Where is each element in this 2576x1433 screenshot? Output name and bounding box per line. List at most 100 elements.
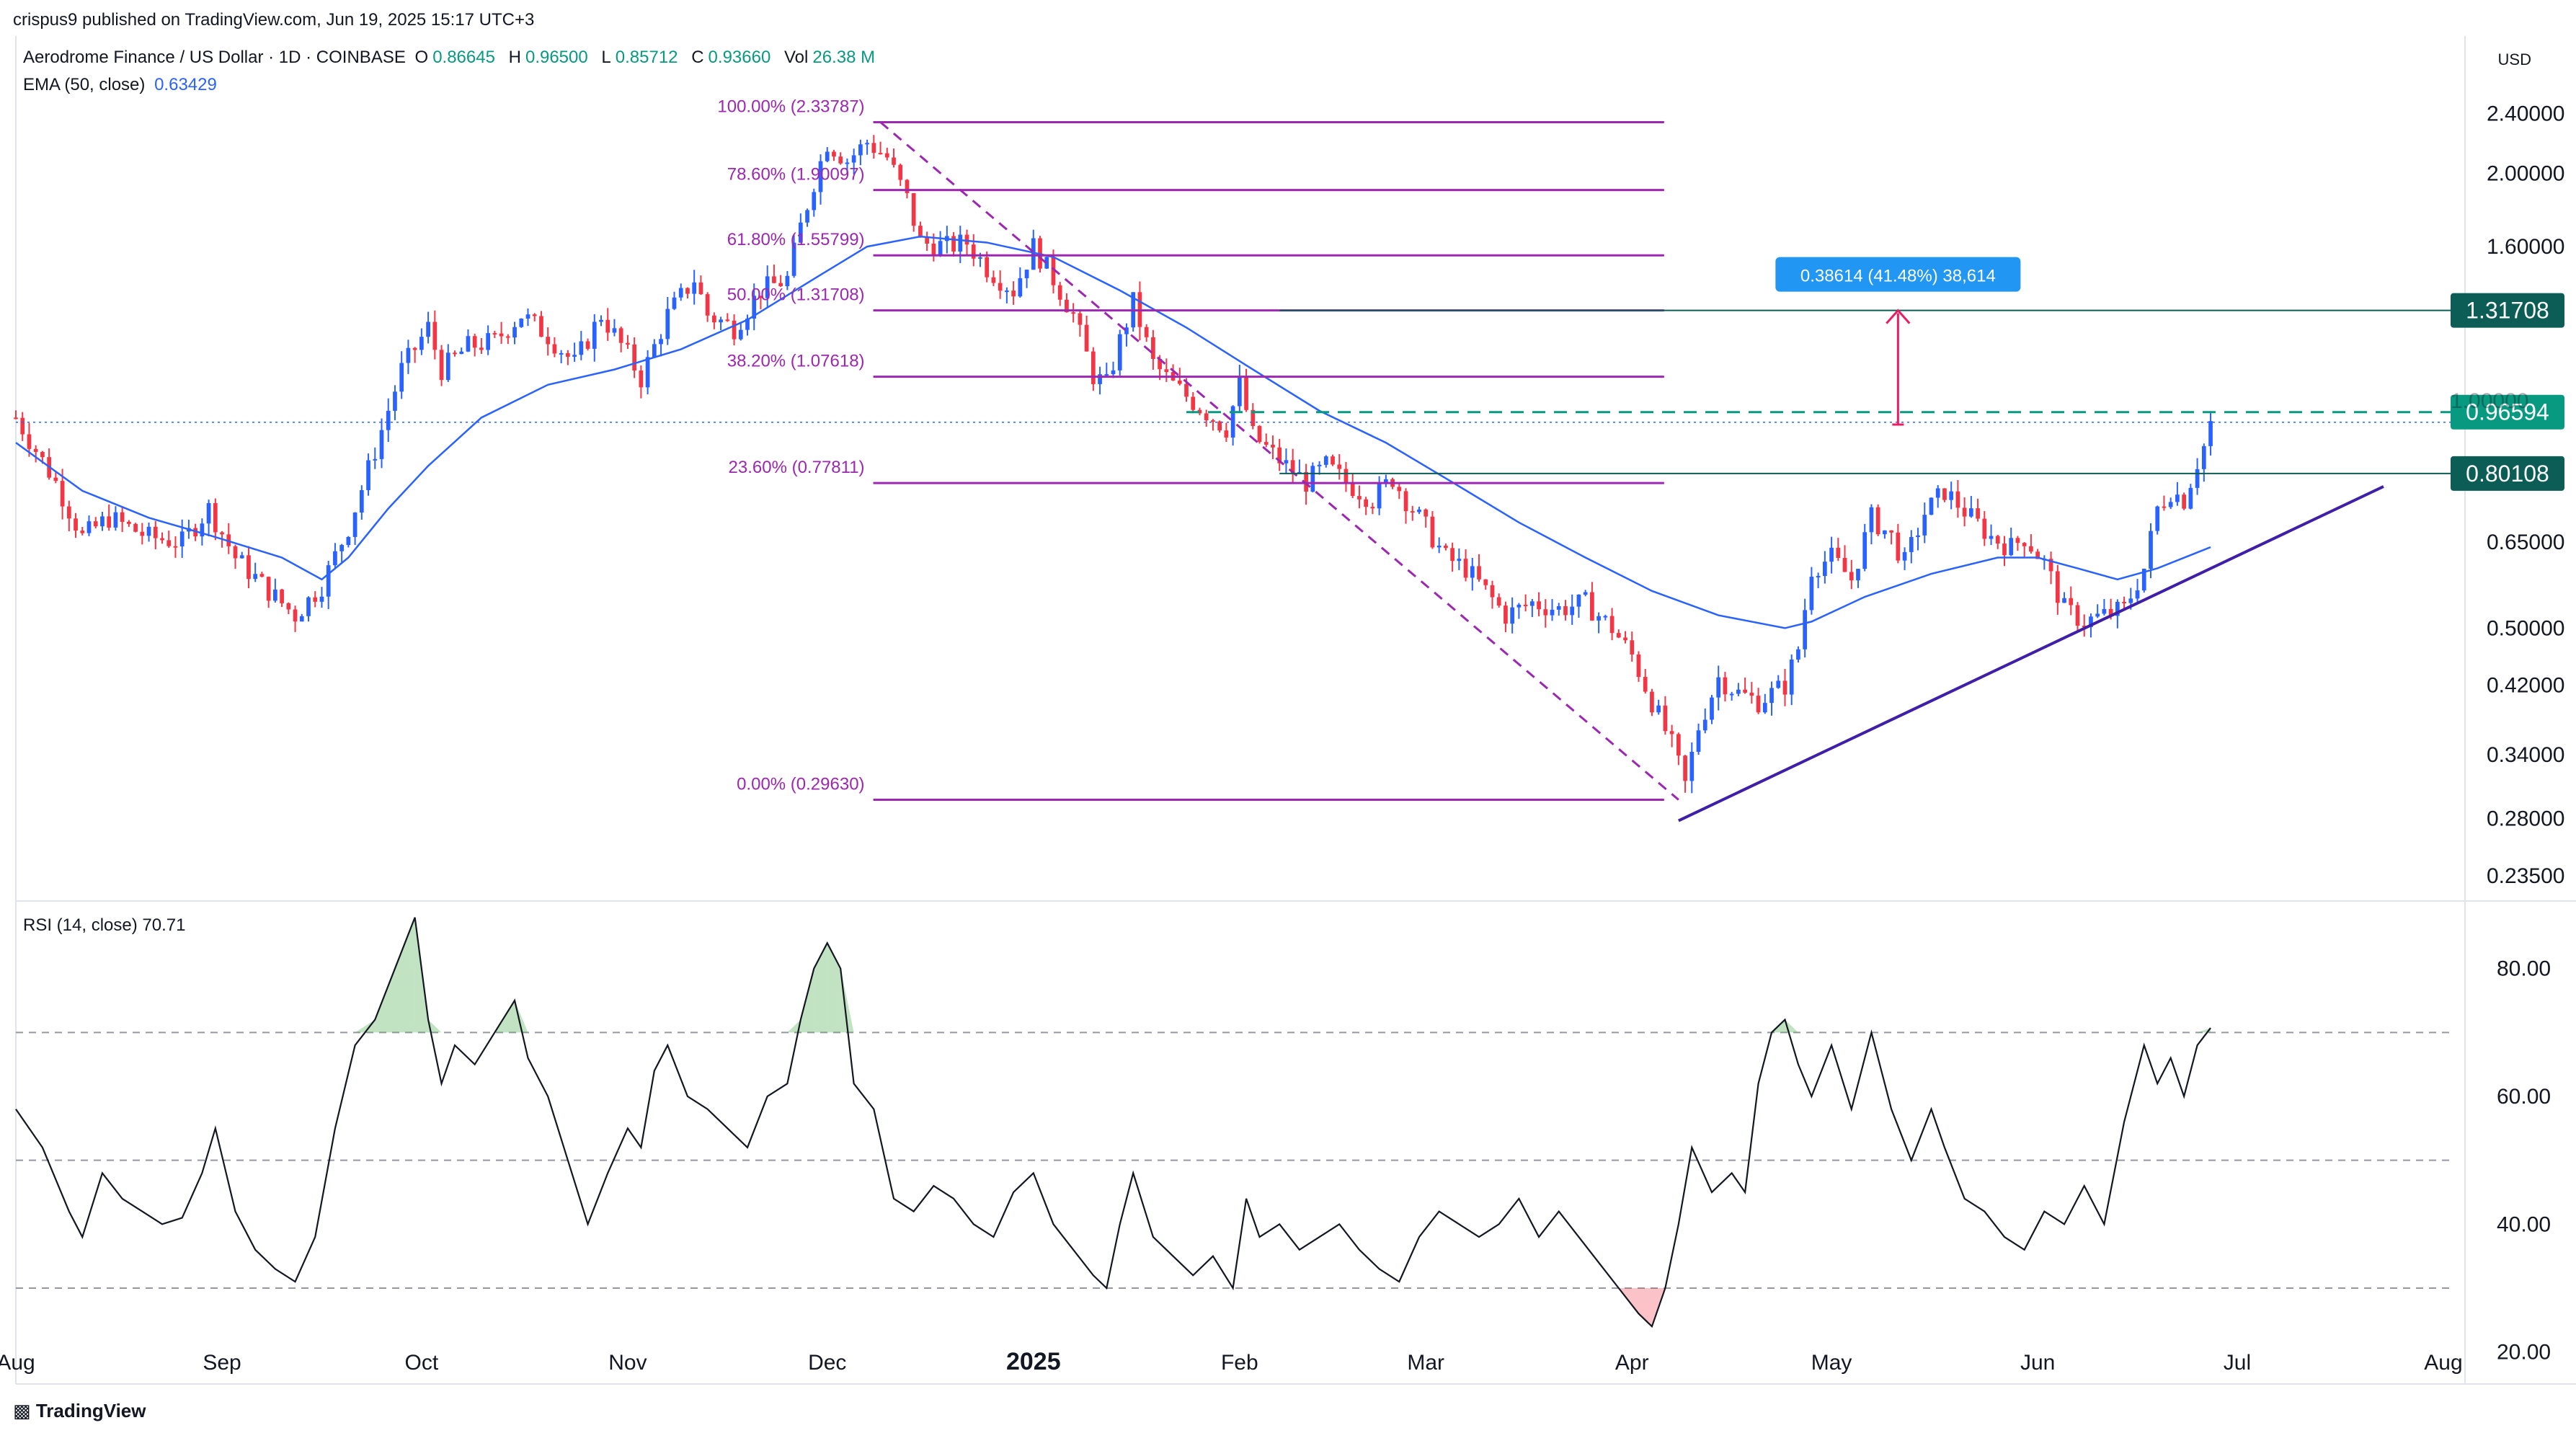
candle-body	[1470, 566, 1475, 578]
candle-body	[585, 341, 590, 349]
candle-body	[1217, 421, 1222, 431]
candle-body	[2141, 569, 2146, 591]
rsi-axis-tick: 60.00	[2497, 1085, 2551, 1109]
candle-body	[1995, 536, 2000, 544]
candle-body	[1257, 426, 1262, 443]
candle-body	[1789, 659, 1794, 695]
rsi-overbought-fill	[800, 968, 814, 1033]
candle-body	[1343, 469, 1349, 483]
candle-body	[725, 319, 730, 321]
rsi-overbought-fill	[827, 943, 841, 1033]
candle-body	[572, 355, 577, 357]
candle-body	[2089, 616, 2093, 628]
candle-body	[2168, 502, 2173, 507]
time-axis-tick: May	[1811, 1351, 1852, 1375]
tradingview-logo-text: TradingView	[35, 1400, 146, 1421]
candle-body	[712, 315, 716, 323]
candle-body	[1935, 488, 1940, 498]
price-level-badge-text: 0.96594	[2466, 399, 2549, 425]
time-axis-tick: Mar	[1407, 1351, 1444, 1375]
candle-body	[1955, 491, 1960, 508]
fib-level-label: 50.00% (1.31708)	[727, 285, 865, 305]
ema-value: 0.63429	[154, 75, 217, 94]
candle-body	[1809, 577, 1814, 611]
candle-body	[1702, 719, 1707, 731]
fib-level-label: 61.80% (1.55799)	[727, 230, 865, 249]
candle-body	[692, 282, 697, 294]
tradingview-logo[interactable]: ▩ TradingView	[13, 1400, 146, 1422]
candle-body	[1796, 649, 1800, 660]
candle-body	[352, 513, 357, 537]
candle-body	[1403, 491, 1408, 512]
candle-body	[1005, 290, 1009, 293]
rsi-label: RSI (14, close)	[23, 915, 138, 935]
rsi-legend[interactable]: RSI (14, close) 70.71	[23, 915, 185, 936]
time-axis-tick: Nov	[608, 1351, 647, 1375]
candle-body	[499, 333, 504, 337]
fib-level-label: 23.60% (0.77811)	[729, 458, 865, 477]
candle-body	[892, 157, 896, 165]
publisher-credit: crispus9 published on TradingView.com, J…	[13, 10, 535, 30]
candle-body	[1457, 559, 1462, 562]
candle-body	[752, 296, 757, 319]
candle-body	[1044, 257, 1049, 269]
candle-body	[884, 153, 889, 158]
candle-body	[1271, 444, 1275, 448]
candle-body	[2115, 601, 2120, 616]
candle-body	[1151, 337, 1155, 359]
ema-legend[interactable]: EMA (50, close) 0.63429	[23, 75, 221, 95]
candle-body	[93, 521, 98, 527]
candle-body	[1504, 605, 1508, 624]
candle-body	[1065, 299, 1069, 313]
rsi-axis-tick: 20.00	[2497, 1341, 2551, 1365]
candle-body	[2048, 559, 2053, 572]
candle-body	[632, 344, 637, 371]
candle-body	[1084, 324, 1089, 352]
candle-body	[1516, 604, 1522, 608]
candle-body	[911, 192, 916, 226]
candle-body	[1523, 604, 1528, 606]
candle-body	[2015, 538, 2020, 544]
candle-body	[532, 314, 537, 316]
candle-body	[991, 277, 996, 283]
candle-body	[592, 321, 597, 349]
candle-body	[1776, 680, 1781, 688]
volume-value: Vol 26.38 M	[783, 48, 876, 67]
candle-body	[1889, 530, 1893, 533]
candle-body	[1310, 466, 1315, 492]
candle-body	[1603, 616, 1608, 618]
candle-body	[1743, 689, 1747, 693]
price-axis-tick: 2.40000	[2487, 102, 2564, 126]
candle-body	[120, 512, 125, 522]
candle-body	[1630, 640, 1635, 655]
price-axis-tick: 0.65000	[2487, 531, 2564, 554]
candle-body	[938, 241, 943, 256]
candle-body	[665, 309, 670, 340]
price-axis-tick-covered: 1.00000	[2451, 389, 2528, 413]
candle-body	[1304, 471, 1308, 492]
candle-body	[905, 179, 910, 193]
candle-body	[1018, 278, 1023, 297]
candle-body	[419, 337, 424, 350]
candle-body	[33, 448, 38, 453]
candle-body	[1370, 507, 1375, 509]
candle-body	[1031, 238, 1036, 270]
candle-body	[1277, 447, 1282, 463]
candle-body	[1862, 532, 1867, 569]
candle-body	[1224, 430, 1229, 438]
time-axis-tick: Sep	[203, 1351, 241, 1375]
candle-body	[1350, 482, 1355, 497]
candle-body	[53, 477, 58, 482]
candle-body	[1962, 507, 1967, 517]
candle-body	[1922, 515, 1927, 536]
rsi-overbought-fill	[814, 943, 827, 1033]
candle-body	[1430, 516, 1435, 548]
candle-body	[40, 452, 45, 458]
candle-body	[998, 283, 1003, 291]
currency-label[interactable]: USD	[2497, 50, 2531, 68]
symbol-legend[interactable]: Aerodrome Finance / US Dollar · 1D · COI…	[23, 48, 884, 68]
candle-body	[964, 234, 969, 245]
candle-body	[259, 574, 265, 577]
candle-body	[672, 297, 677, 309]
